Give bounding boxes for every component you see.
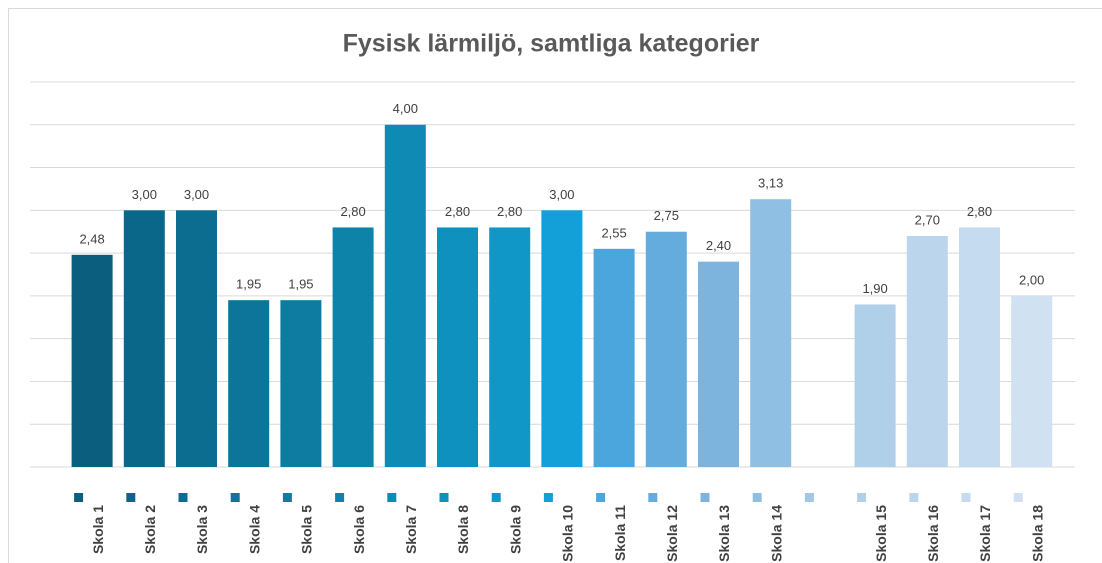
bar <box>541 210 583 468</box>
legend-label: Skola 1 <box>90 505 106 554</box>
bar <box>280 300 322 467</box>
legend-swatch <box>491 493 501 502</box>
value-label: 1,90 <box>862 281 887 296</box>
legend-swatch <box>126 493 136 502</box>
value-label: 2,80 <box>340 204 365 219</box>
chart-title: Fysisk lärmiljö, samtliga kategorier <box>343 30 760 58</box>
legend-label: Skola 10 <box>560 505 576 562</box>
value-label: 4,00 <box>393 101 418 116</box>
bar <box>123 210 165 468</box>
legend-swatch <box>74 493 84 502</box>
value-label: 3,00 <box>132 187 157 202</box>
legend-label: Skola 6 <box>351 505 367 554</box>
bar <box>906 236 948 467</box>
legend-label: Skola 5 <box>299 505 315 554</box>
bar <box>437 227 478 467</box>
value-label: 2,80 <box>497 204 522 219</box>
value-label: 2,55 <box>601 225 626 240</box>
legend-label: Skola 4 <box>246 505 262 554</box>
bar <box>698 261 739 467</box>
legend-label: Skola 2 <box>142 505 158 554</box>
value-label: 2,40 <box>706 238 731 253</box>
legend-label: Skola 9 <box>507 505 523 554</box>
legend-swatch <box>857 493 867 502</box>
bar <box>71 254 113 467</box>
bar <box>645 231 687 467</box>
legend-swatch <box>752 493 762 502</box>
value-label: 3,13 <box>758 176 783 191</box>
value-label: 1,95 <box>236 277 261 292</box>
legend-swatch <box>335 493 345 502</box>
value-label: 2,48 <box>79 231 104 246</box>
bar <box>959 227 1000 467</box>
legend-swatch <box>282 493 292 502</box>
value-label: 3,00 <box>549 187 574 202</box>
legend-label: Skola 16 <box>925 505 941 562</box>
legend-label: Skola 14 <box>768 505 784 562</box>
legend-swatch <box>543 493 553 502</box>
value-label: 3,00 <box>184 187 209 202</box>
bar <box>750 199 792 467</box>
value-label: 2,80 <box>445 204 470 219</box>
legend-swatch <box>387 493 397 502</box>
legend-label: Skola 7 <box>403 505 419 554</box>
legend-label: Skola 18 <box>1029 505 1045 562</box>
legend-swatch <box>648 493 658 502</box>
value-label: 2,00 <box>1019 272 1044 287</box>
legend-swatch <box>1013 493 1023 502</box>
legend-label: Skola 12 <box>664 505 680 562</box>
bar <box>384 124 426 468</box>
legend-swatch <box>596 493 606 502</box>
legend-swatch <box>230 493 240 502</box>
value-label: 2,70 <box>915 212 940 227</box>
legend-label: Skola 13 <box>716 505 732 562</box>
legend-label: Skola 8 <box>455 505 471 554</box>
value-label: 2,80 <box>967 204 992 219</box>
legend-label: Skola 17 <box>977 505 993 562</box>
legend-swatch <box>804 493 814 502</box>
legend-label: Skola 15 <box>873 505 889 562</box>
legend-swatch <box>961 493 971 502</box>
bar <box>228 300 270 467</box>
bar <box>593 248 635 467</box>
legend-swatch <box>439 493 449 502</box>
legend-label: Skola 3 <box>194 505 210 554</box>
bar <box>489 227 531 467</box>
value-label: 2,75 <box>654 208 679 223</box>
bar <box>332 227 374 467</box>
bar <box>854 304 896 467</box>
bar <box>176 210 217 468</box>
legend-swatch <box>909 493 919 502</box>
legend-swatch <box>700 493 710 502</box>
legend-label: Skola 11 <box>612 505 628 561</box>
bar <box>1011 295 1053 467</box>
value-label: 1,95 <box>288 277 313 292</box>
legend-swatch <box>178 493 188 502</box>
